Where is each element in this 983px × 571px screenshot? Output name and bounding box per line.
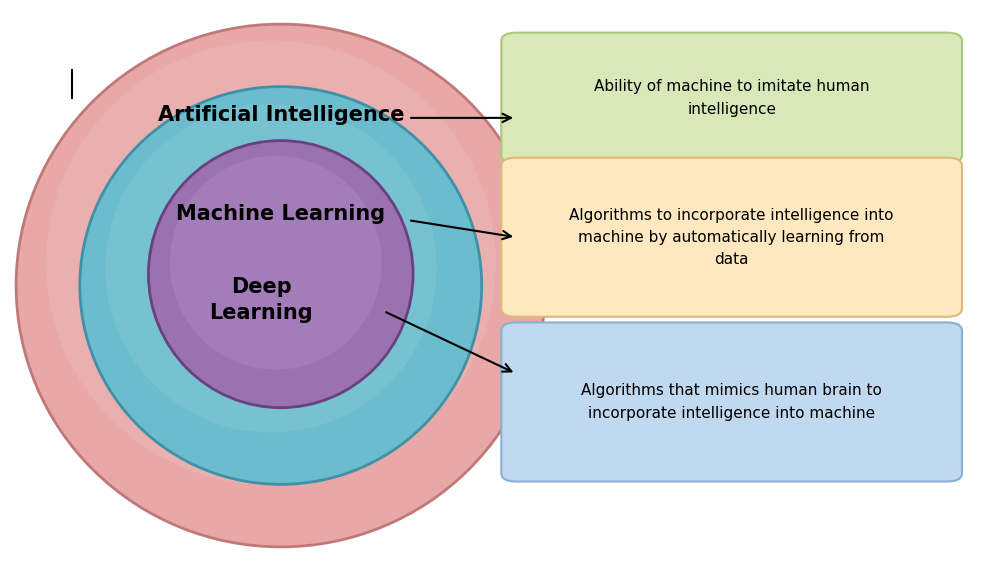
Ellipse shape bbox=[105, 104, 436, 432]
Ellipse shape bbox=[80, 87, 482, 484]
Text: Algorithms to incorporate intelligence into
machine by automatically learning fr: Algorithms to incorporate intelligence i… bbox=[569, 207, 894, 267]
FancyBboxPatch shape bbox=[501, 33, 962, 163]
Text: Algorithms that mimics human brain to
incorporate intelligence into machine: Algorithms that mimics human brain to in… bbox=[581, 383, 882, 421]
Text: Ability of machine to imitate human
intelligence: Ability of machine to imitate human inte… bbox=[594, 79, 869, 116]
Ellipse shape bbox=[148, 140, 413, 408]
Text: Artificial Intelligence: Artificial Intelligence bbox=[157, 105, 404, 125]
Ellipse shape bbox=[16, 24, 546, 547]
FancyBboxPatch shape bbox=[501, 158, 962, 317]
FancyBboxPatch shape bbox=[501, 323, 962, 481]
Ellipse shape bbox=[46, 41, 495, 485]
Ellipse shape bbox=[170, 156, 381, 369]
Text: Deep
Learning: Deep Learning bbox=[209, 276, 313, 323]
Text: Machine Learning: Machine Learning bbox=[176, 204, 385, 224]
